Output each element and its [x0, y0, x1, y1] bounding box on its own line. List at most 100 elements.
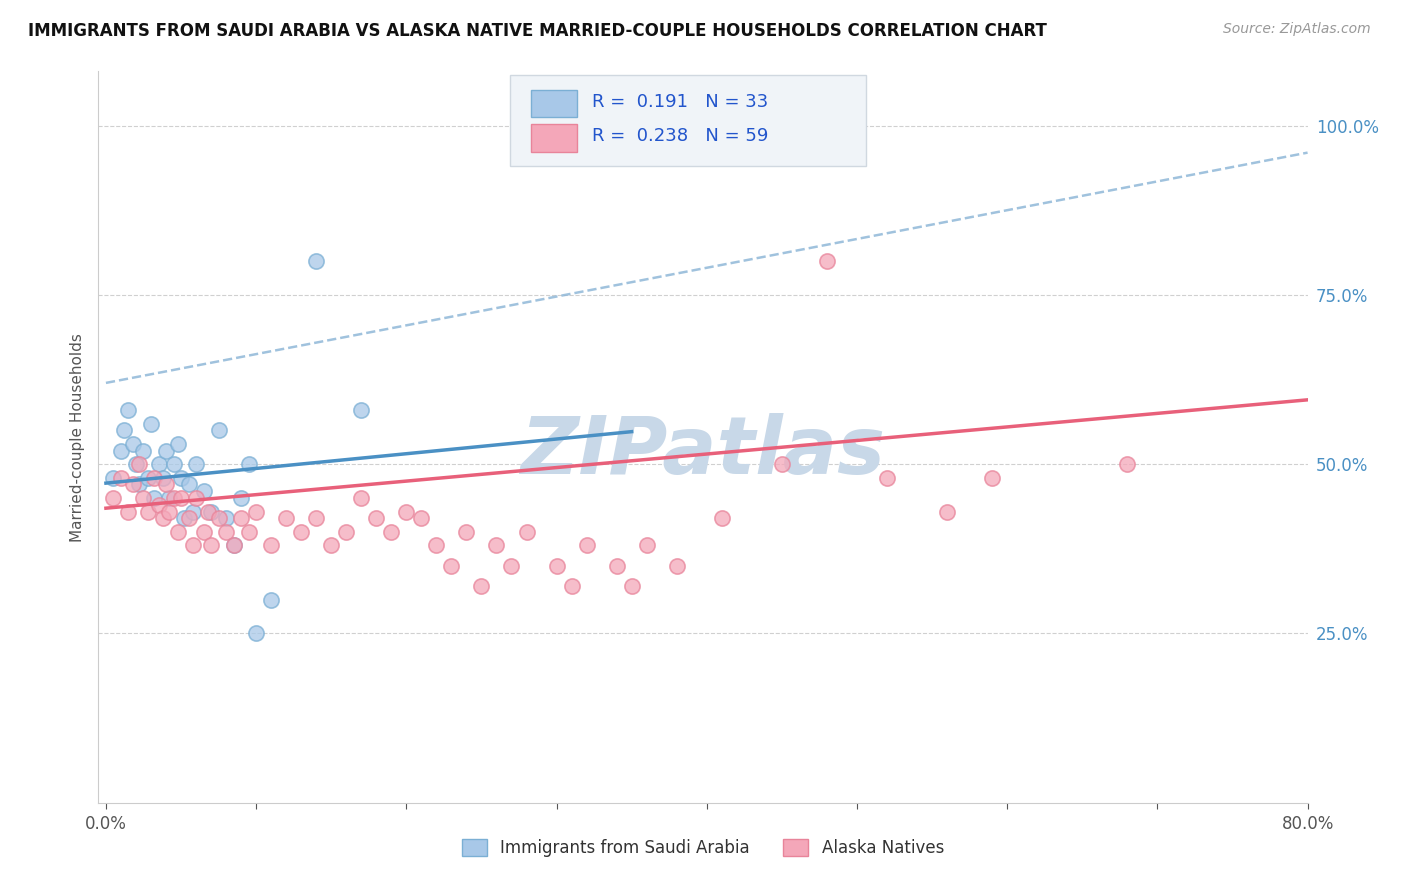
Point	[200, 505, 222, 519]
Text: R =  0.238   N = 59: R = 0.238 N = 59	[592, 128, 768, 145]
Point	[440, 558, 463, 573]
Point	[122, 477, 145, 491]
Point	[665, 558, 688, 573]
Point	[162, 457, 184, 471]
Point	[193, 484, 215, 499]
Point	[501, 558, 523, 573]
Point	[366, 511, 388, 525]
Point	[238, 457, 260, 471]
Point	[170, 471, 193, 485]
Point	[485, 538, 508, 552]
Point	[117, 403, 139, 417]
Point	[546, 558, 568, 573]
Point	[222, 538, 245, 552]
Point	[155, 477, 177, 491]
Point	[207, 511, 229, 525]
Point	[335, 524, 357, 539]
Point	[207, 423, 229, 437]
Point	[177, 477, 200, 491]
Point	[770, 457, 793, 471]
Point	[103, 471, 125, 485]
Point	[167, 524, 190, 539]
Point	[606, 558, 628, 573]
Point	[132, 443, 155, 458]
Point	[197, 505, 219, 519]
Point	[815, 254, 838, 268]
Point	[215, 524, 238, 539]
Point	[350, 491, 373, 505]
Point	[229, 491, 252, 505]
Legend: Immigrants from Saudi Arabia, Alaska Natives: Immigrants from Saudi Arabia, Alaska Nat…	[456, 832, 950, 864]
Point	[229, 511, 252, 525]
Point	[148, 498, 170, 512]
Point	[350, 403, 373, 417]
Point	[380, 524, 402, 539]
Point	[117, 505, 139, 519]
Text: Source: ZipAtlas.com: Source: ZipAtlas.com	[1223, 22, 1371, 37]
Point	[125, 457, 148, 471]
Point	[561, 579, 583, 593]
Point	[162, 491, 184, 505]
Point	[425, 538, 447, 552]
Point	[110, 471, 132, 485]
Point	[103, 491, 125, 505]
FancyBboxPatch shape	[509, 75, 866, 167]
Point	[143, 471, 166, 485]
Point	[181, 538, 204, 552]
Text: IMMIGRANTS FROM SAUDI ARABIA VS ALASKA NATIVE MARRIED-COUPLE HOUSEHOLDS CORRELAT: IMMIGRANTS FROM SAUDI ARABIA VS ALASKA N…	[28, 22, 1047, 40]
Point	[245, 505, 267, 519]
Point	[710, 511, 733, 525]
Point	[321, 538, 343, 552]
Point	[157, 491, 180, 505]
Point	[276, 511, 298, 525]
Point	[157, 505, 180, 519]
Point	[876, 471, 898, 485]
Point	[260, 592, 283, 607]
Point	[152, 471, 174, 485]
Point	[1116, 457, 1139, 471]
Point	[411, 511, 433, 525]
Point	[143, 491, 166, 505]
Text: ZIPatlas: ZIPatlas	[520, 413, 886, 491]
FancyBboxPatch shape	[531, 124, 578, 152]
Point	[148, 457, 170, 471]
Point	[136, 505, 159, 519]
Point	[305, 511, 328, 525]
Point	[290, 524, 312, 539]
Point	[981, 471, 1004, 485]
Point	[136, 471, 159, 485]
Text: R =  0.191   N = 33: R = 0.191 N = 33	[592, 93, 768, 112]
Point	[181, 505, 204, 519]
Point	[128, 477, 150, 491]
Point	[193, 524, 215, 539]
Point	[122, 437, 145, 451]
Point	[575, 538, 598, 552]
Point	[200, 538, 222, 552]
Point	[470, 579, 492, 593]
Point	[636, 538, 658, 552]
FancyBboxPatch shape	[531, 89, 578, 118]
Point	[238, 524, 260, 539]
Point	[456, 524, 478, 539]
Point	[245, 626, 267, 640]
Point	[177, 511, 200, 525]
Point	[215, 511, 238, 525]
Point	[395, 505, 418, 519]
Point	[305, 254, 328, 268]
Point	[260, 538, 283, 552]
Point	[173, 511, 195, 525]
Point	[184, 491, 207, 505]
Point	[620, 579, 643, 593]
Y-axis label: Married-couple Households: Married-couple Households	[69, 333, 84, 541]
Point	[936, 505, 959, 519]
Point	[222, 538, 245, 552]
Point	[170, 491, 193, 505]
Point	[110, 443, 132, 458]
Point	[152, 511, 174, 525]
Point	[184, 457, 207, 471]
Point	[132, 491, 155, 505]
Point	[112, 423, 135, 437]
Point	[128, 457, 150, 471]
Point	[155, 443, 177, 458]
Point	[139, 417, 162, 431]
